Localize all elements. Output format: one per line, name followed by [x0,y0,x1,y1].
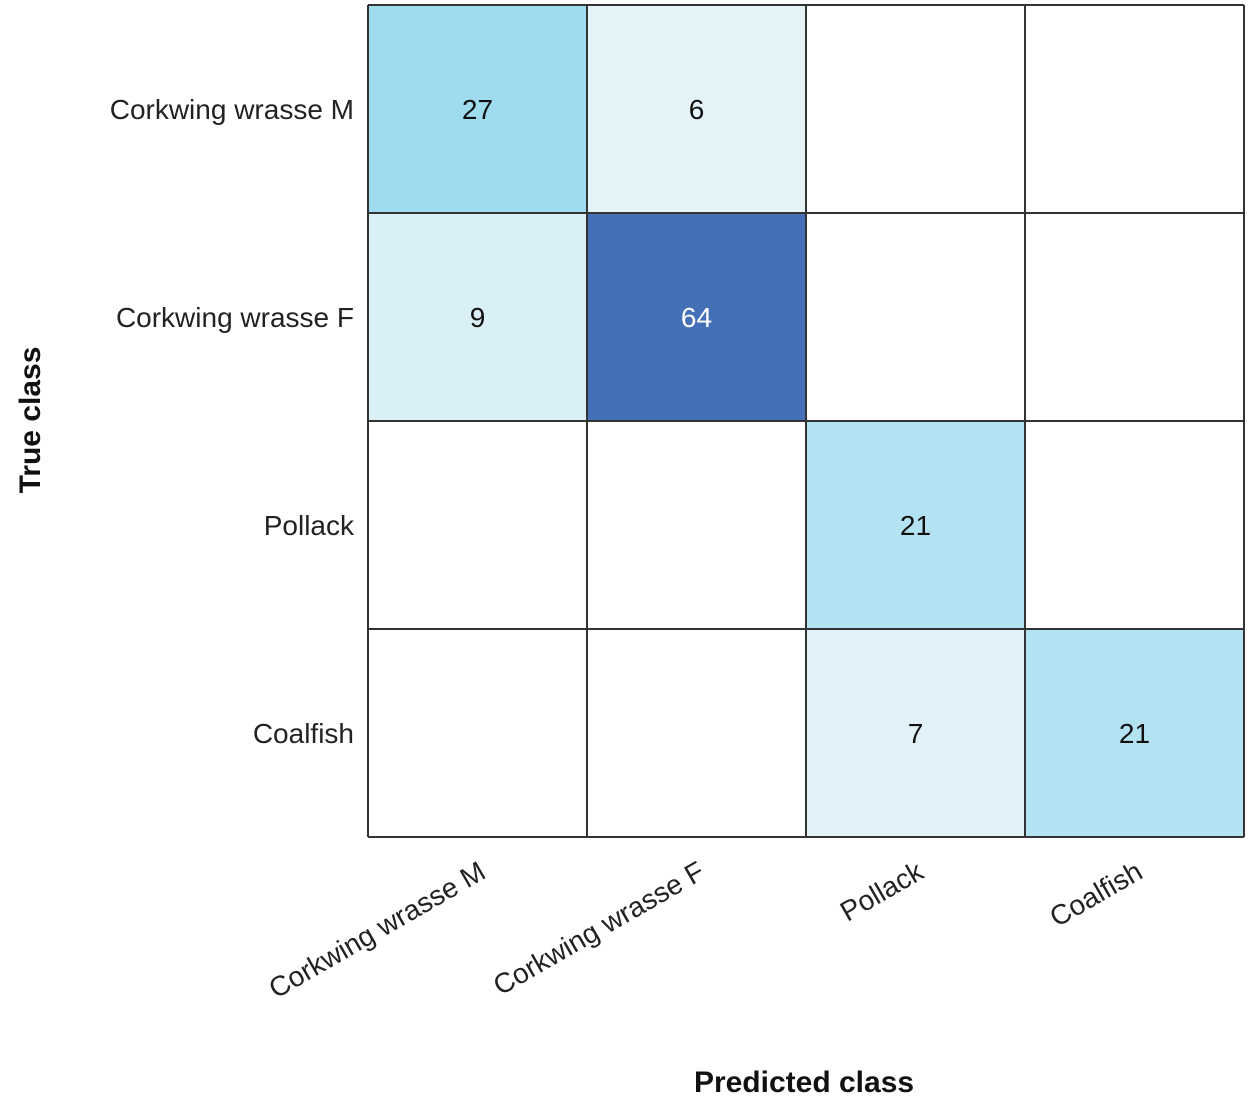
y-tick-label: Corkwing wrasse M [110,94,354,125]
matrix-cell [1025,629,1244,837]
x-tick-label: Pollack [835,855,930,927]
cell-values: 27 6 9 64 21 7 21 [462,94,1150,749]
matrix-cell [806,421,1025,629]
x-tick-label: Corkwing wrasse M [263,855,490,1004]
matrix-cell [1025,213,1244,421]
matrix-cell [806,213,1025,421]
cell-value-label: 7 [908,718,924,749]
cell-value-label: 21 [1119,718,1150,749]
y-tick-label: Corkwing wrasse F [116,302,354,333]
x-tick-label: Corkwing wrasse F [488,855,710,1001]
y-tick-label: Coalfish [253,718,354,749]
cell-value-label: 9 [470,302,486,333]
matrix-cell [806,629,1025,837]
matrix-cells [368,5,1244,837]
matrix-cell [587,5,806,213]
y-tick-label: Pollack [264,510,355,541]
x-axis-title: Predicted class [694,1066,914,1098]
matrix-cell [587,421,806,629]
matrix-cell [587,213,806,421]
matrix-cell [368,629,587,837]
y-axis-title: True class [14,347,47,494]
cell-value-label: 6 [689,94,705,125]
cell-value-label: 64 [681,302,712,333]
matrix-cell [1025,421,1244,629]
matrix-grid [367,4,1245,838]
cell-value-label: 27 [462,94,493,125]
matrix-cell [806,5,1025,213]
matrix-cell [368,421,587,629]
matrix-cell [368,213,587,421]
matrix-cell [368,5,587,213]
cell-value-label: 21 [900,510,931,541]
matrix-cell [587,629,806,837]
y-tick-labels: Corkwing wrasse M Corkwing wrasse F Pollac… [110,94,355,749]
x-tick-label: Coalfish [1044,855,1147,932]
matrix-cell [1025,5,1244,213]
